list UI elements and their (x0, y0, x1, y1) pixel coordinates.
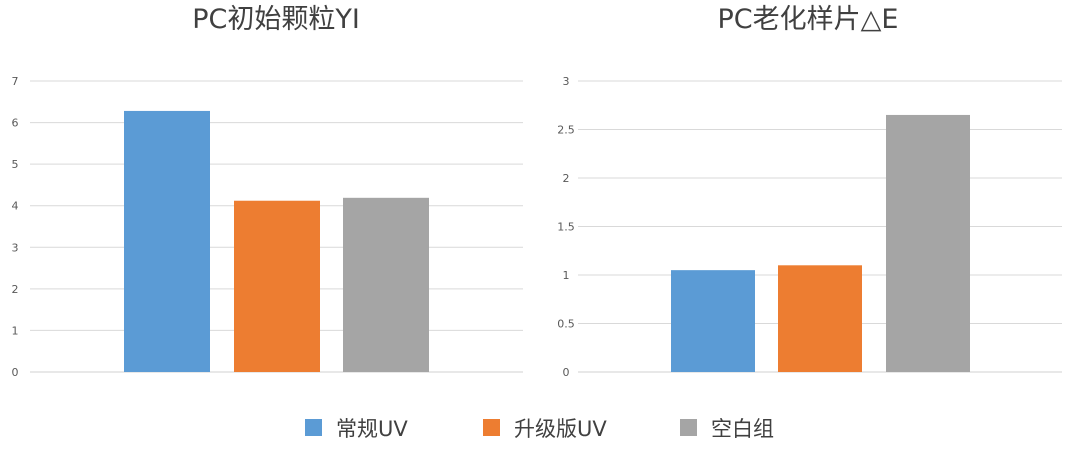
legend-label: 常规UV (336, 417, 408, 441)
legend-swatch (483, 419, 500, 436)
bar-blank-group (886, 114, 970, 372)
legend: 常规UV 升级版UV 空白组 (305, 417, 774, 441)
y-tick-label: 2.5 (557, 124, 575, 137)
y-tick-label: 3 (563, 75, 570, 88)
y-tick-label: 3 (12, 241, 19, 254)
y-tick-label: 1.5 (557, 221, 575, 234)
chart-title: PC老化样片△E (718, 4, 899, 35)
y-tick-label: 6 (12, 117, 19, 130)
y-tick-label: 7 (12, 75, 19, 88)
y-tick-label: 2 (12, 283, 19, 296)
chart-delta-e: PC老化样片△E 0 0.5 1 1.5 2 2.5 3 (557, 4, 1062, 379)
legend-label: 升级版UV (514, 417, 607, 441)
legend-swatch (305, 419, 322, 436)
bar-upgraded-uv (778, 265, 862, 372)
y-tick-label: 1 (12, 324, 19, 337)
y-tick-label: 2 (563, 172, 570, 185)
y-tick-label: 0 (12, 366, 19, 379)
bar-blank-group (343, 197, 429, 372)
y-tick-label: 0.5 (557, 318, 575, 331)
chart-yi: PC初始颗粒YI 0 1 2 3 4 5 6 7 (12, 4, 523, 379)
chart-title: PC初始颗粒YI (192, 4, 360, 35)
legend-swatch (680, 419, 697, 436)
bar-upgraded-uv (234, 200, 320, 372)
y-tick-label: 0 (563, 366, 570, 379)
legend-label: 空白组 (711, 417, 774, 441)
bar-regular-uv (124, 110, 210, 372)
y-tick-label: 5 (12, 158, 19, 171)
y-tick-label: 1 (563, 269, 570, 282)
y-tick-label: 4 (12, 200, 19, 213)
bar-regular-uv (671, 270, 755, 372)
